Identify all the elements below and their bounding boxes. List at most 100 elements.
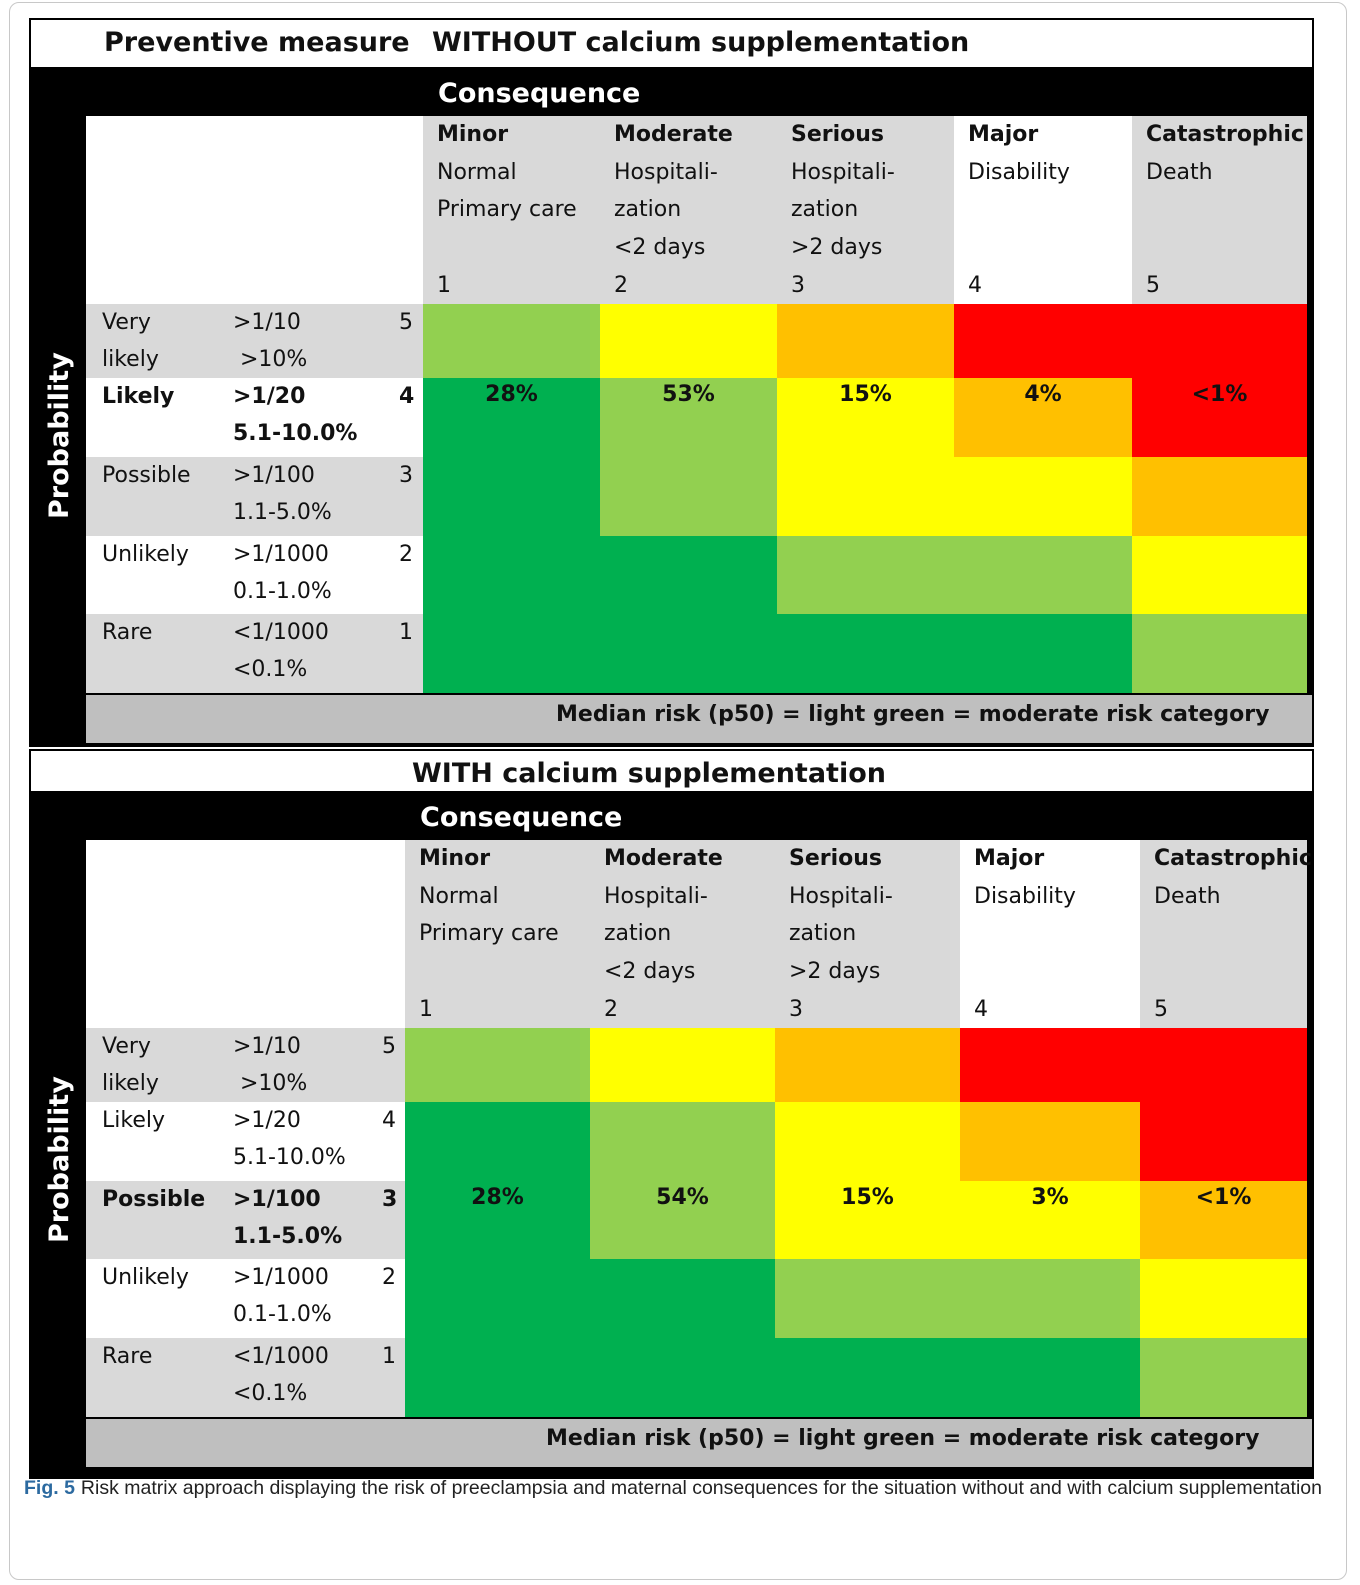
column-name: Catastrophic (1154, 846, 1312, 871)
risk-matrix-with-calcium: WITH calcium supplementation Consequence M… (29, 749, 1314, 1479)
median-risk-text: Median risk (p50) = light green = modera… (546, 1426, 1260, 1451)
row-label-4: Likely >1/20 5.1-10.0% 4 (86, 1102, 405, 1181)
column-name: Minor (437, 122, 509, 147)
row-ratio: >1/1000 (233, 542, 329, 567)
column-desc-2: zation (614, 197, 682, 222)
probability-label: Probability (44, 1076, 75, 1243)
column-desc-1: Death (1146, 159, 1213, 185)
column-header: Catastrophic Death 5 (1140, 840, 1312, 1028)
risk-cell (600, 614, 777, 693)
risk-cell (600, 304, 777, 378)
row-label-1: Very (102, 1034, 151, 1059)
risk-cell (1132, 614, 1307, 693)
figure-frame (9, 2, 1347, 1580)
row-ratio: >1/10 (233, 310, 301, 335)
risk-cell (775, 1338, 960, 1417)
row-label-1: Unlikely (102, 542, 189, 567)
column-number: 5 (1146, 272, 1160, 298)
risk-cell (775, 1028, 960, 1102)
row-number: 1 (399, 620, 413, 645)
risk-cell (590, 1338, 775, 1417)
matrix-title: WITH calcium supplementation (412, 758, 886, 789)
column-header: Serious Hospitali-zation >2 days 3 (777, 116, 954, 304)
row-label-2: Unlikely >1/1000 0.1-1.0% 2 (86, 536, 423, 614)
risk-cell (1132, 536, 1307, 614)
caption-text: Risk matrix approach displaying the risk… (80, 1477, 1322, 1499)
column-name: Major (974, 846, 1045, 871)
column-number: 2 (604, 996, 618, 1022)
column-desc-2: zation (789, 921, 857, 946)
column-desc-3: <2 days (614, 234, 706, 260)
row-percent: 5.1-10.0% (233, 421, 358, 446)
column-name: Catastrophic (1146, 122, 1304, 147)
risk-cell (960, 1028, 1140, 1102)
column-header: Moderate Hospitali-zation <2 days 2 (600, 116, 777, 304)
row-percent: 1.1-5.0% (233, 500, 332, 525)
row-ratio: <1/1000 (233, 620, 329, 645)
row-label-2: likely (102, 347, 159, 372)
row-percent: 1.1-5.0% (233, 1224, 343, 1249)
risk-cell (954, 536, 1132, 614)
row-percent: 5.1-10.0% (233, 1145, 346, 1170)
probability-label: Probability (44, 352, 75, 519)
column-desc-3: <2 days (604, 958, 696, 984)
risk-cell (423, 536, 600, 614)
row-number: 2 (382, 1265, 396, 1290)
risk-cell (954, 457, 1132, 536)
column-header: Catastrophic Death 5 (1132, 116, 1307, 304)
column-desc-1: Hospitali- (789, 883, 893, 909)
row-label-1: Rare <1/1000 <0.1% 1 (86, 1338, 405, 1417)
column-number: 1 (437, 272, 451, 298)
risk-cell (1140, 1259, 1307, 1338)
column-desc-3: >2 days (789, 958, 881, 984)
column-header: Minor Normal Primary care 1 (405, 840, 590, 1028)
row-percent: <0.1% (233, 1381, 308, 1406)
header-blank (86, 116, 423, 304)
row-number: 3 (399, 463, 413, 488)
risk-cell (1140, 1028, 1307, 1102)
row-number: 1 (382, 1344, 396, 1369)
row-ratio: >1/10 (233, 1034, 301, 1059)
row-label-2: likely (102, 1071, 159, 1096)
row-number: 5 (382, 1034, 396, 1059)
title-bar: WITH calcium supplementation (31, 751, 1312, 791)
column-number: 5 (1154, 996, 1168, 1022)
column-desc-2: zation (604, 921, 672, 946)
column-desc-2: zation (791, 197, 859, 222)
row-label-1: Likely (102, 384, 175, 409)
row-ratio: <1/1000 (233, 1344, 329, 1369)
median-risk-text: Median risk (p50) = light green = modera… (556, 702, 1270, 727)
risk-cell (777, 457, 954, 536)
risk-cell: 15% (775, 1181, 960, 1259)
row-label-1: Possible (102, 463, 191, 488)
matrix-title: WITHOUT calcium supplementation (432, 27, 970, 58)
row-number: 5 (399, 310, 413, 335)
risk-cell (600, 457, 777, 536)
risk-cell (960, 1259, 1140, 1338)
risk-cell (423, 304, 600, 378)
row-label-1: Likely (102, 1108, 165, 1133)
column-number: 3 (789, 996, 803, 1022)
row-percent: <0.1% (233, 657, 308, 682)
column-desc-2: Primary care (437, 197, 577, 222)
header-blank (86, 840, 405, 1028)
risk-cell (590, 1102, 775, 1181)
row-ratio: >1/20 (233, 1108, 301, 1133)
risk-cell: 53% (600, 378, 777, 457)
risk-cell (590, 1028, 775, 1102)
risk-cell (777, 304, 954, 378)
row-number: 4 (382, 1108, 396, 1133)
risk-cell (600, 536, 777, 614)
row-label-2: Unlikely >1/1000 0.1-1.0% 2 (86, 1259, 405, 1338)
row-percent: >10% (233, 347, 308, 372)
median-risk-footer: Median risk (p50) = light green = modera… (86, 1419, 1312, 1467)
risk-cell: 15% (777, 378, 954, 457)
title-bar: Preventive measure WITHOUT calcium supple… (31, 20, 1312, 67)
figure-caption: Fig. 5 Risk matrix approach displaying th… (24, 1474, 1324, 1502)
column-header: Minor Normal Primary care 1 (423, 116, 600, 304)
column-name: Serious (789, 846, 883, 871)
row-label-1: Very (102, 310, 151, 335)
risk-cell (590, 1259, 775, 1338)
risk-cell (405, 1102, 590, 1181)
column-desc-1: Hospitali- (604, 883, 708, 909)
